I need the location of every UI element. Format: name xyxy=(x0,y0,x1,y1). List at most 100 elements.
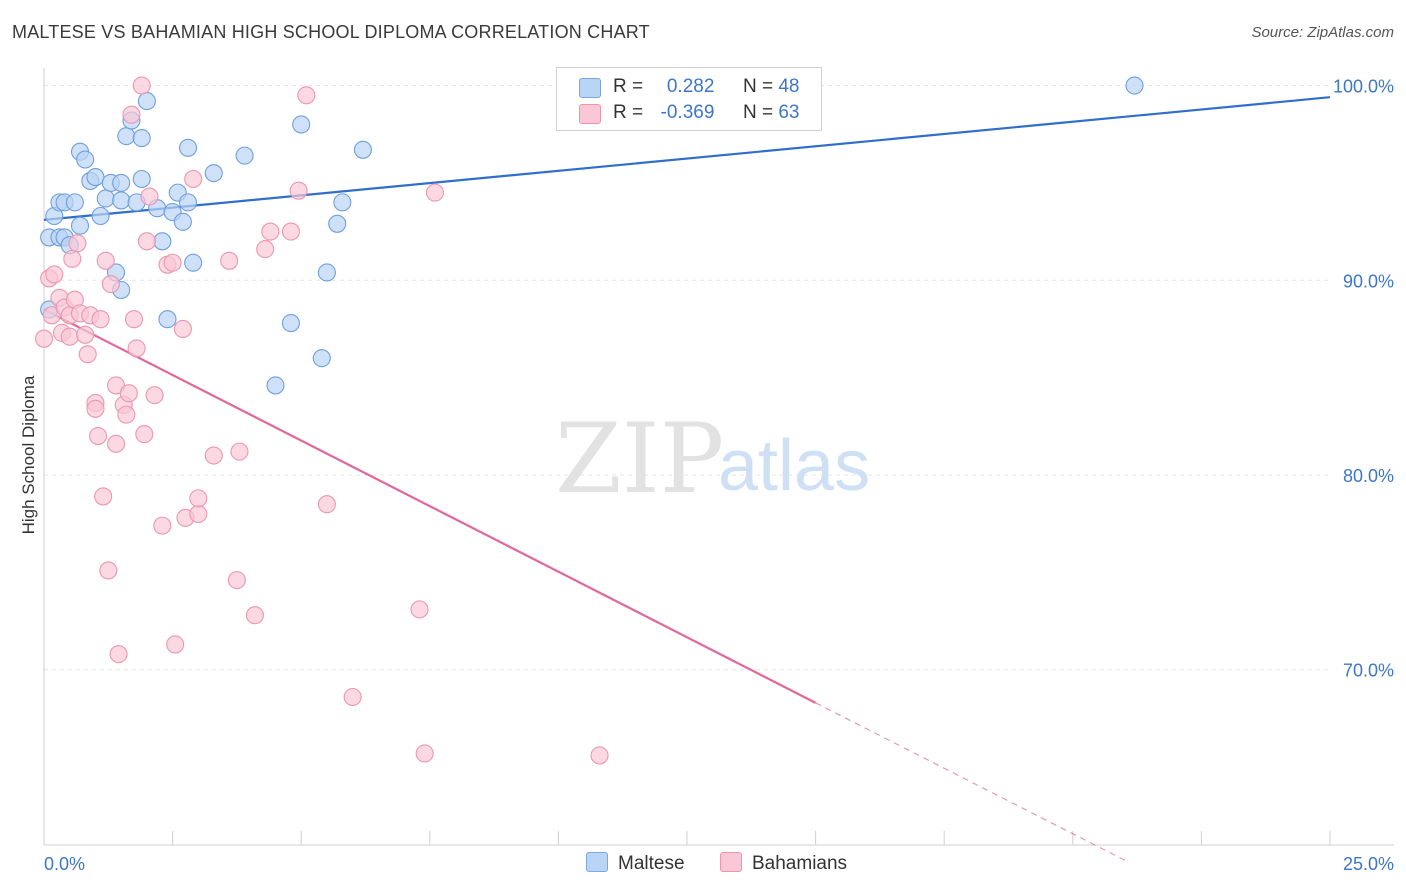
y-tick-label: 90.0% xyxy=(1343,271,1394,291)
point-maltese xyxy=(76,150,95,169)
point-bahamians xyxy=(317,495,336,514)
point-bahamians xyxy=(78,345,97,364)
point-bahamians xyxy=(245,606,264,625)
legend-n-label: N = xyxy=(742,76,774,97)
point-bahamians xyxy=(109,645,128,664)
legend-r-label: R = xyxy=(613,76,644,97)
legend-r-label: R = xyxy=(613,102,644,123)
point-bahamians xyxy=(91,310,110,329)
watermark-atlas: atlas xyxy=(718,426,870,506)
watermark-zip: ZIP xyxy=(555,403,724,515)
point-bahamians xyxy=(137,232,156,251)
point-maltese xyxy=(132,129,151,148)
point-maltese xyxy=(317,263,336,282)
point-bahamians xyxy=(135,425,154,444)
point-maltese xyxy=(70,216,90,235)
point-maltese xyxy=(132,169,151,189)
point-bahamians xyxy=(425,183,444,202)
point-maltese xyxy=(333,193,352,212)
point-bahamians xyxy=(163,253,182,272)
point-maltese xyxy=(292,115,311,134)
y-axis-label: High School Diploma xyxy=(19,375,38,534)
bottom-legend-label-maltese: Maltese xyxy=(618,853,685,874)
point-maltese xyxy=(65,193,84,212)
point-maltese xyxy=(112,191,131,210)
point-bahamians xyxy=(281,222,300,241)
bottom-legend-bahamians: Bahamians xyxy=(720,852,847,875)
point-bahamians xyxy=(127,339,146,358)
bottom-legend-swatch-maltese xyxy=(586,852,608,872)
legend-swatch-maltese xyxy=(579,78,601,98)
trend-line-extension-bahamians xyxy=(815,702,1130,864)
chart-source: Source: ZipAtlas.com xyxy=(1251,24,1394,41)
point-bahamians xyxy=(117,405,136,424)
chart-title: MALTESE VS BAHAMIAN HIGH SCHOOL DIPLOMA … xyxy=(12,22,650,42)
trend-line-maltese xyxy=(43,96,1331,221)
point-bahamians xyxy=(297,86,316,105)
point-bahamians xyxy=(76,325,95,344)
point-maltese xyxy=(178,193,198,212)
point-maltese xyxy=(184,253,203,272)
point-bahamians xyxy=(227,571,246,590)
point-maltese xyxy=(204,164,223,183)
point-bahamians xyxy=(88,427,108,446)
point-bahamians xyxy=(124,310,144,329)
point-bahamians xyxy=(415,744,434,763)
x-tick-label: 0.0% xyxy=(44,854,85,874)
point-bahamians xyxy=(289,181,308,200)
point-maltese xyxy=(353,140,372,159)
point-bahamians xyxy=(189,489,208,508)
point-bahamians xyxy=(590,746,609,765)
point-maltese xyxy=(91,206,110,226)
point-bahamians xyxy=(256,240,275,259)
point-maltese xyxy=(117,127,136,146)
point-bahamians xyxy=(34,329,54,348)
legend-r-value: -0.369 xyxy=(660,102,715,123)
point-bahamians xyxy=(220,251,239,270)
point-bahamians xyxy=(261,222,280,241)
point-bahamians xyxy=(153,516,172,535)
point-bahamians xyxy=(106,434,126,453)
point-bahamians xyxy=(132,76,151,95)
point-bahamians xyxy=(204,446,223,465)
point-maltese xyxy=(173,212,192,231)
point-maltese xyxy=(281,314,300,333)
point-bahamians xyxy=(173,319,192,338)
point-bahamians xyxy=(145,386,164,405)
point-bahamians xyxy=(343,687,362,707)
point-bahamians xyxy=(189,504,208,523)
bottom-legend-swatch-bahamians xyxy=(720,852,742,872)
legend-swatch-bahamians xyxy=(579,104,601,124)
trend-lines xyxy=(43,96,1331,864)
point-maltese xyxy=(178,138,198,157)
point-maltese xyxy=(112,173,131,192)
point-bahamians xyxy=(45,265,64,284)
point-bahamians xyxy=(184,169,203,189)
legend-n-value: 48 xyxy=(778,76,800,97)
point-maltese xyxy=(158,310,177,329)
point-bahamians xyxy=(119,384,138,403)
bottom-legend-maltese: Maltese xyxy=(586,852,685,875)
point-bahamians xyxy=(230,442,249,461)
point-bahamians xyxy=(122,105,141,124)
point-bahamians xyxy=(166,635,185,654)
point-bahamians xyxy=(140,187,159,206)
point-maltese xyxy=(1125,76,1144,95)
point-bahamians xyxy=(63,249,82,268)
correlation-legend: R = 0.282 N = 48 R = -0.369 N = 63 xyxy=(556,67,822,131)
axes xyxy=(43,68,1394,846)
point-bahamians xyxy=(86,399,105,418)
legend-n-value: 63 xyxy=(778,102,800,123)
point-bahamians xyxy=(96,251,115,270)
legend-r-value: 0.282 xyxy=(666,76,715,97)
point-bahamians xyxy=(410,600,429,619)
point-maltese xyxy=(235,146,254,165)
point-maltese xyxy=(312,349,331,368)
y-tick-label: 80.0% xyxy=(1343,466,1394,486)
bottom-legend-label-bahamians: Bahamians xyxy=(752,853,848,874)
y-tick-label: 100.0% xyxy=(1333,77,1394,97)
point-bahamians xyxy=(99,561,118,580)
y-tick-label: 70.0% xyxy=(1343,661,1394,681)
tick-labels: 100.0% 90.0% 80.0% 70.0% 0.0% 25.0% xyxy=(44,77,1394,874)
